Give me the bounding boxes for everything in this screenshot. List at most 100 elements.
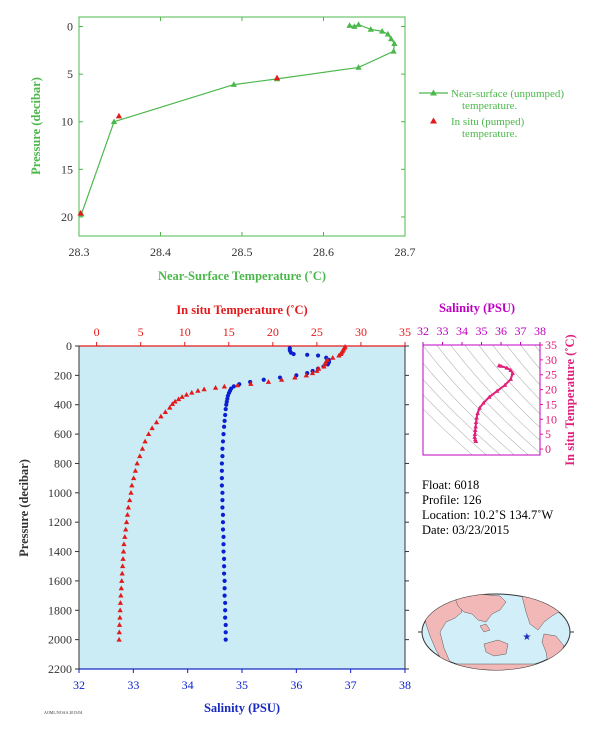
salinity-point: [220, 527, 226, 532]
temperature-point: [167, 404, 173, 410]
near-surface-x-ticks: 28.3 28.4 28.5 28.6 28.7: [69, 17, 416, 259]
temperature-point: [189, 389, 195, 395]
temperature-point: [129, 482, 135, 488]
near-surface-legend: Near-surface (unpumped) temperature. In …: [419, 88, 564, 140]
in-situ-point: [273, 74, 281, 81]
ns-y-tick-label: 10: [61, 115, 73, 129]
temperature-point: [212, 385, 219, 390]
temperature-tick-label: 5: [138, 325, 144, 339]
pressure-tick-label: 1400: [48, 545, 72, 559]
salinity-tick-label: 34: [182, 678, 194, 692]
ts-point: [508, 367, 514, 372]
salinity-point: [223, 600, 228, 606]
salinity-point: [222, 593, 227, 598]
ts-point: [487, 394, 492, 399]
legend-label-in-situ-line2: temperature.: [462, 128, 518, 140]
salinity-point: [223, 637, 228, 642]
near-surface-plot-frame: [78, 16, 406, 237]
temperature-point: [195, 387, 201, 393]
ts-point: [473, 424, 478, 429]
ts-y-tick-label: 35: [545, 338, 557, 352]
salinity-tick-label: 32: [73, 678, 85, 692]
temperature-tick-label: 0: [94, 325, 100, 339]
ns-y-tick-label: 5: [67, 67, 73, 81]
near-surface-point: [355, 64, 362, 70]
near-surface-series: [77, 21, 398, 217]
temperature-point: [134, 460, 140, 466]
temperature-tick-label: 10: [179, 325, 191, 339]
temperature-point: [120, 548, 127, 554]
temperature-point: [179, 394, 185, 399]
temperature-point: [128, 490, 134, 495]
float-info: Float: 6018 Profile: 126 Location: 10.2˚…: [422, 478, 553, 537]
density-contour-line: [423, 394, 487, 455]
pressure-tick-label: 1200: [48, 515, 72, 529]
temperature-point: [336, 352, 342, 358]
ts-point: [474, 415, 479, 420]
temperature-point: [303, 372, 309, 378]
legend-label-in-situ-line1: In situ (pumped): [451, 116, 525, 128]
legend-label-near-surface-line2: temperature.: [462, 100, 518, 112]
pressure-tick-label: 1800: [48, 603, 72, 617]
temperature-point: [292, 374, 298, 380]
temperature-point: [122, 534, 128, 539]
temperature-point: [125, 504, 132, 510]
in-situ-point: [115, 112, 123, 119]
salinity-point: [224, 402, 229, 407]
salinity-axis-ticks: 32 33 34 35 36 37 38: [73, 669, 411, 692]
ts-x-tick-label: 38: [534, 324, 546, 338]
profile-chart: 0 5 10 15 20 25 30 35 32 33 34 35 36 37 38 0 200 400 600…: [17, 303, 411, 715]
pressure-tick-label: 200: [54, 368, 72, 382]
ns-x-tick-label: 28.3: [69, 245, 90, 259]
temperature-point: [117, 614, 123, 620]
temperature-point: [175, 396, 182, 402]
land-australia: [483, 639, 509, 657]
temperature-axis-label: In situ Temperature (˚C): [176, 303, 307, 317]
temperature-point: [123, 519, 130, 525]
profile-series: [116, 343, 348, 642]
salinity-point: [291, 351, 296, 357]
ts-title: Salinity (PSU): [439, 301, 515, 315]
temperature-point: [137, 453, 143, 459]
temperature-point: [162, 409, 169, 415]
temperature-point: [278, 376, 285, 382]
temperature-point: [201, 386, 207, 392]
land-indonesia: [479, 623, 491, 633]
near-surface-point: [230, 81, 237, 87]
temperature-point: [116, 622, 123, 627]
temperature-point: [117, 607, 123, 613]
salinity-point: [221, 564, 227, 569]
ts-y-tick-label: 5: [545, 427, 551, 441]
temperature-point: [234, 382, 241, 388]
land-asia: [454, 594, 507, 623]
pressure-tick-label: 1000: [48, 486, 72, 500]
temperature-point: [119, 563, 126, 569]
salinity-point: [219, 476, 224, 481]
date-text: Date: 03/23/2015: [422, 523, 509, 537]
ts-x-tick-label: 33: [437, 324, 449, 338]
temperature-tick-label: 25: [311, 325, 323, 339]
temperature-tick-label: 30: [355, 325, 367, 339]
temperature-point: [116, 636, 122, 642]
salinity-point: [221, 549, 226, 554]
ts-point: [472, 437, 478, 442]
salinity-point: [223, 615, 228, 620]
legend-marker-near-surface: [430, 89, 437, 96]
density-contour-line: [423, 408, 473, 455]
location-text: Location: 10.2˚S 134.7˚W: [422, 508, 553, 522]
ts-y-tick-label: 25: [545, 368, 557, 382]
salinity-point: [220, 454, 225, 459]
salinity-point: [219, 468, 224, 473]
temperature-point: [119, 578, 125, 583]
salinity-point: [221, 534, 226, 539]
near-surface-point: [379, 27, 386, 34]
temperature-point: [314, 368, 320, 373]
density-contours: [423, 345, 540, 455]
salinity-point: [219, 483, 224, 488]
temperature-point: [130, 475, 137, 481]
ts-point: [477, 405, 482, 410]
near-surface-point: [391, 40, 398, 46]
profile-plot-background: [79, 346, 405, 669]
temperature-point: [142, 438, 148, 444]
salinity-point: [220, 512, 226, 517]
